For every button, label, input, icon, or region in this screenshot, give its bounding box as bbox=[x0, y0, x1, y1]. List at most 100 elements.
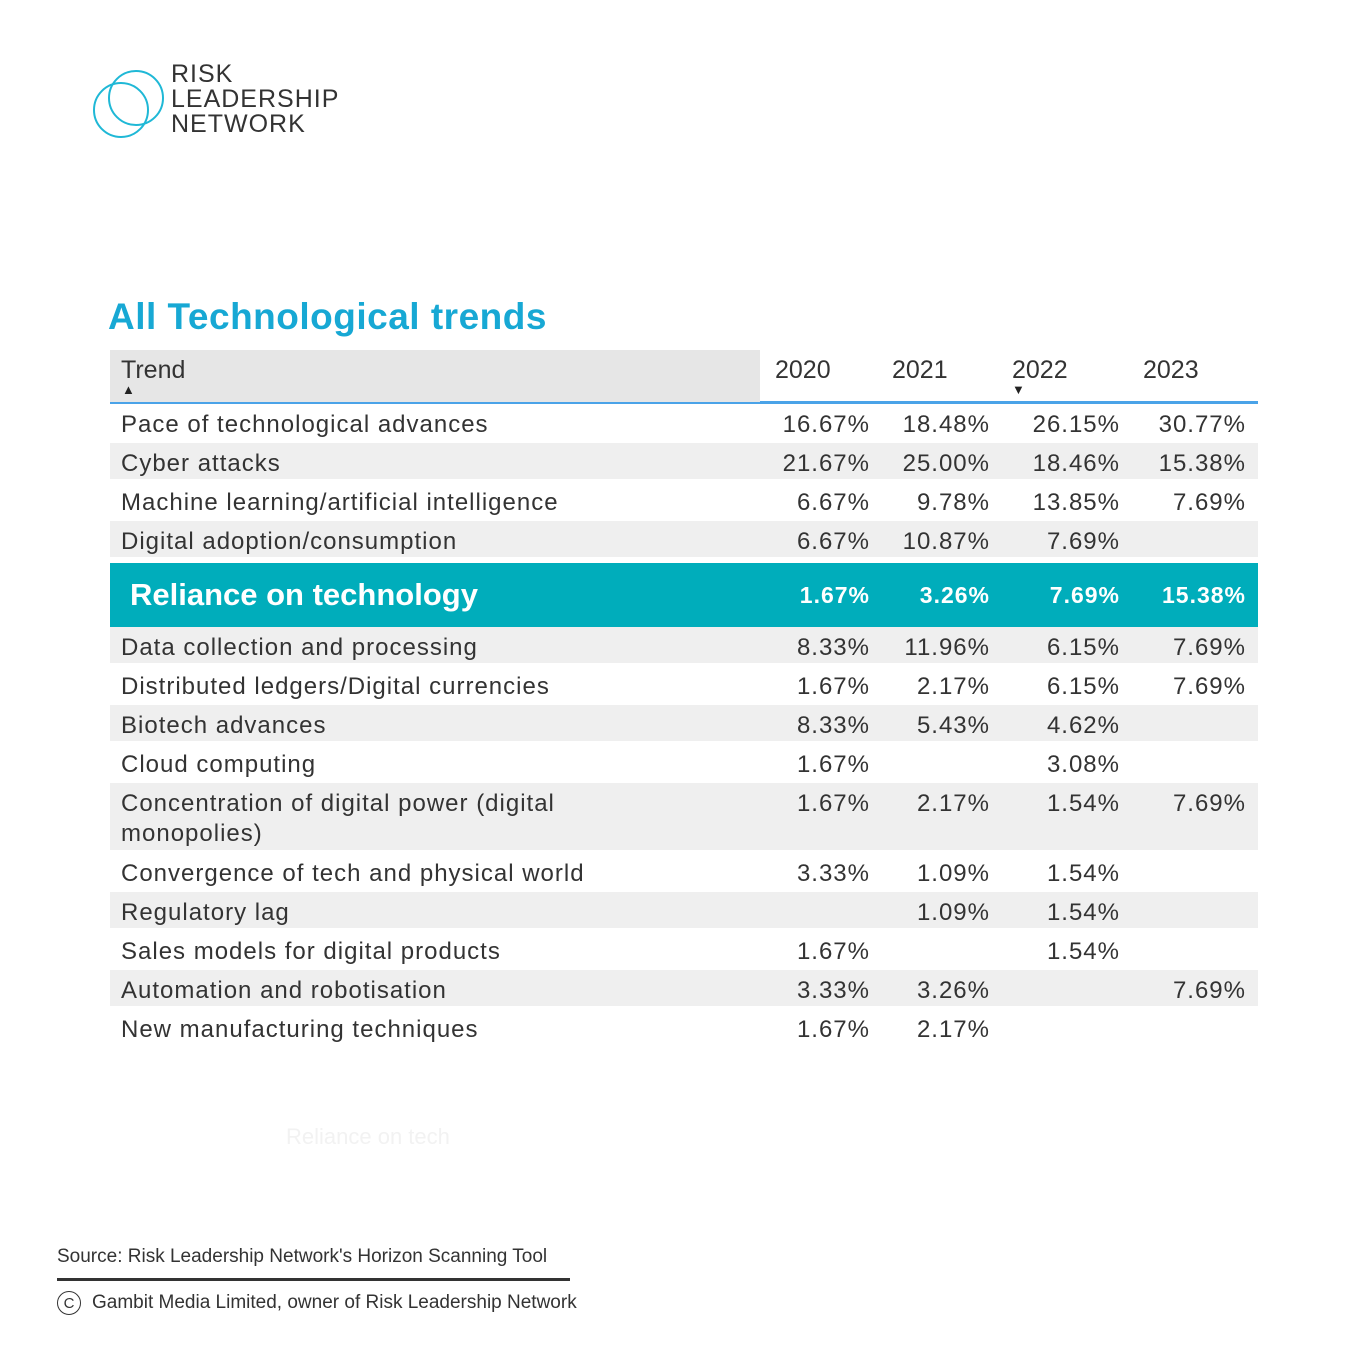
table-row[interactable]: Digital adoption/consumption 6.67% 10.87% 7… bbox=[110, 521, 1258, 560]
header-trend-bg bbox=[110, 350, 760, 402]
trend-name: Automation and robotisation bbox=[121, 977, 447, 1004]
value-2021: 2.17% bbox=[916, 673, 990, 700]
value-2022 bbox=[990, 970, 1120, 976]
trend-name: Convergence of tech and physical world bbox=[121, 860, 585, 887]
value-2022: 1.54% bbox=[1046, 899, 1120, 926]
value-2020: 1.67% bbox=[796, 790, 870, 817]
table-row[interactable]: Convergence of tech and physical world 3.… bbox=[110, 853, 1258, 892]
trend-name: Regulatory lag bbox=[121, 899, 290, 926]
table-row[interactable]: Automation and robotisation 3.33% 3.26% 7.6… bbox=[110, 970, 1258, 1009]
value-2022: 7.69% bbox=[1049, 581, 1120, 608]
table-row[interactable]: Cyber attacks 21.67% 25.00% 18.46% 15.38% bbox=[110, 443, 1258, 482]
trend-name: Sales models for digital products bbox=[121, 938, 501, 965]
value-2020: 6.67% bbox=[796, 528, 870, 555]
value-2020: 6.67% bbox=[796, 489, 870, 516]
value-2022: 18.46% bbox=[1032, 450, 1120, 477]
value-2020: 8.33% bbox=[796, 712, 870, 739]
value-2021: 25.00% bbox=[902, 450, 990, 477]
value-2022: 7.69% bbox=[1046, 528, 1120, 555]
value-2020: 1.67% bbox=[796, 938, 870, 965]
value-2021: 18.48% bbox=[902, 411, 990, 438]
trend-name: Cyber attacks bbox=[121, 450, 281, 477]
value-2022: 6.15% bbox=[1046, 673, 1120, 700]
value-2021: 1.09% bbox=[916, 899, 990, 926]
table-row[interactable]: Regulatory lag 1.09% 1.54% bbox=[110, 892, 1258, 931]
value-2020: 1.67% bbox=[799, 581, 870, 608]
trend-name: Concentration of digital power (digital … bbox=[121, 790, 555, 847]
value-2023 bbox=[1120, 931, 1246, 937]
value-2023: 7.69% bbox=[1172, 977, 1246, 1004]
trend-name: Biotech advances bbox=[121, 712, 327, 739]
value-2022: 26.15% bbox=[1032, 411, 1120, 438]
value-2023 bbox=[1120, 521, 1246, 527]
value-2021 bbox=[870, 931, 990, 937]
table-header: Trend ▲ 2020 2021 2022 ▼ 2023 bbox=[110, 350, 1258, 404]
value-2023: 30.77% bbox=[1158, 411, 1246, 438]
value-2020: 21.67% bbox=[782, 450, 870, 477]
value-2021: 1.09% bbox=[916, 860, 990, 887]
trend-name: Distributed ledgers/Digital currencies bbox=[121, 673, 550, 700]
value-2023 bbox=[1120, 1009, 1246, 1015]
logo-text: RISK LEADERSHIP NETWORK bbox=[171, 62, 339, 137]
copyright-note: C Gambit Media Limited, owner of Risk Le… bbox=[57, 1291, 577, 1315]
table-row[interactable]: Distributed ledgers/Digital currencies 1.… bbox=[110, 666, 1258, 705]
logo-line3: NETWORK bbox=[171, 110, 306, 138]
table-row[interactable]: Cloud computing 1.67% 3.08% bbox=[110, 744, 1258, 783]
value-2022: 13.85% bbox=[1032, 489, 1120, 516]
trend-name: New manufacturing techniques bbox=[121, 1016, 479, 1043]
sort-descending-icon: ▼ bbox=[1012, 382, 1025, 397]
value-2020: 8.33% bbox=[796, 634, 870, 661]
table-row[interactable]: Pace of technological advances 16.67% 18.4… bbox=[110, 404, 1258, 443]
value-2021: 3.26% bbox=[919, 581, 990, 608]
value-2020: 3.33% bbox=[796, 977, 870, 1004]
value-2023: 15.38% bbox=[1161, 581, 1246, 608]
table-row[interactable]: Biotech advances 8.33% 5.43% 4.62% bbox=[110, 705, 1258, 744]
value-2021: 3.26% bbox=[916, 977, 990, 1004]
value-2021: 10.87% bbox=[902, 528, 990, 555]
trend-name: Cloud computing bbox=[121, 751, 317, 778]
trend-name: Pace of technological advances bbox=[121, 411, 489, 438]
value-2023: 7.69% bbox=[1172, 790, 1246, 817]
value-2020: 3.33% bbox=[796, 860, 870, 887]
value-2022: 3.08% bbox=[1046, 751, 1120, 778]
table-row[interactable]: Sales models for digital products 1.67% 1.… bbox=[110, 931, 1258, 970]
value-2022: 1.54% bbox=[1046, 860, 1120, 887]
value-2022 bbox=[990, 1009, 1120, 1015]
table-row[interactable]: Data collection and processing 8.33% 11.96… bbox=[110, 627, 1258, 666]
table-row[interactable]: Concentration of digital power (digital … bbox=[110, 783, 1258, 853]
value-2021 bbox=[870, 744, 990, 750]
value-2022: 4.62% bbox=[1046, 712, 1120, 739]
value-2021: 2.17% bbox=[916, 1016, 990, 1043]
trends-table: Trend ▲ 2020 2021 2022 ▼ 2023 Pace of te… bbox=[110, 350, 1258, 1048]
highlight-row[interactable]: Reliance on technology 1.67% 3.26% 7.69%… bbox=[110, 563, 1258, 627]
header-2021[interactable]: 2021 bbox=[892, 356, 948, 384]
header-2023[interactable]: 2023 bbox=[1143, 356, 1199, 384]
value-2022: 1.54% bbox=[1046, 938, 1120, 965]
divider bbox=[57, 1278, 570, 1281]
table-row[interactable]: New manufacturing techniques 1.67% 2.17% bbox=[110, 1009, 1258, 1048]
copyright-text: Gambit Media Limited, owner of Risk Lead… bbox=[92, 1292, 577, 1313]
value-2021: 2.17% bbox=[916, 790, 990, 817]
value-2020: 1.67% bbox=[796, 673, 870, 700]
page-title: All Technological trends bbox=[108, 296, 547, 337]
header-trend[interactable]: Trend bbox=[121, 356, 186, 384]
value-2023 bbox=[1120, 892, 1246, 898]
logo-icon bbox=[93, 70, 164, 138]
trend-name: Machine learning/artificial intelligence bbox=[121, 489, 559, 516]
value-2020: 16.67% bbox=[782, 411, 870, 438]
header-2022[interactable]: 2022 bbox=[1012, 356, 1068, 384]
value-2021: 5.43% bbox=[916, 712, 990, 739]
value-2023 bbox=[1120, 705, 1246, 711]
trend-name: Digital adoption/consumption bbox=[121, 528, 458, 555]
value-2023 bbox=[1120, 853, 1246, 859]
value-2023 bbox=[1120, 744, 1246, 750]
sort-ascending-icon: ▲ bbox=[122, 382, 135, 397]
table-row[interactable]: Machine learning/artificial intelligence… bbox=[110, 482, 1258, 521]
value-2021: 9.78% bbox=[916, 489, 990, 516]
faint-label: Reliance on tech bbox=[286, 1124, 450, 1149]
logo-line1: RISK bbox=[171, 60, 234, 88]
value-2023: 15.38% bbox=[1158, 450, 1246, 477]
value-2023: 7.69% bbox=[1172, 489, 1246, 516]
logo-line2: LEADERSHIP bbox=[171, 85, 340, 113]
header-2020[interactable]: 2020 bbox=[775, 356, 831, 384]
